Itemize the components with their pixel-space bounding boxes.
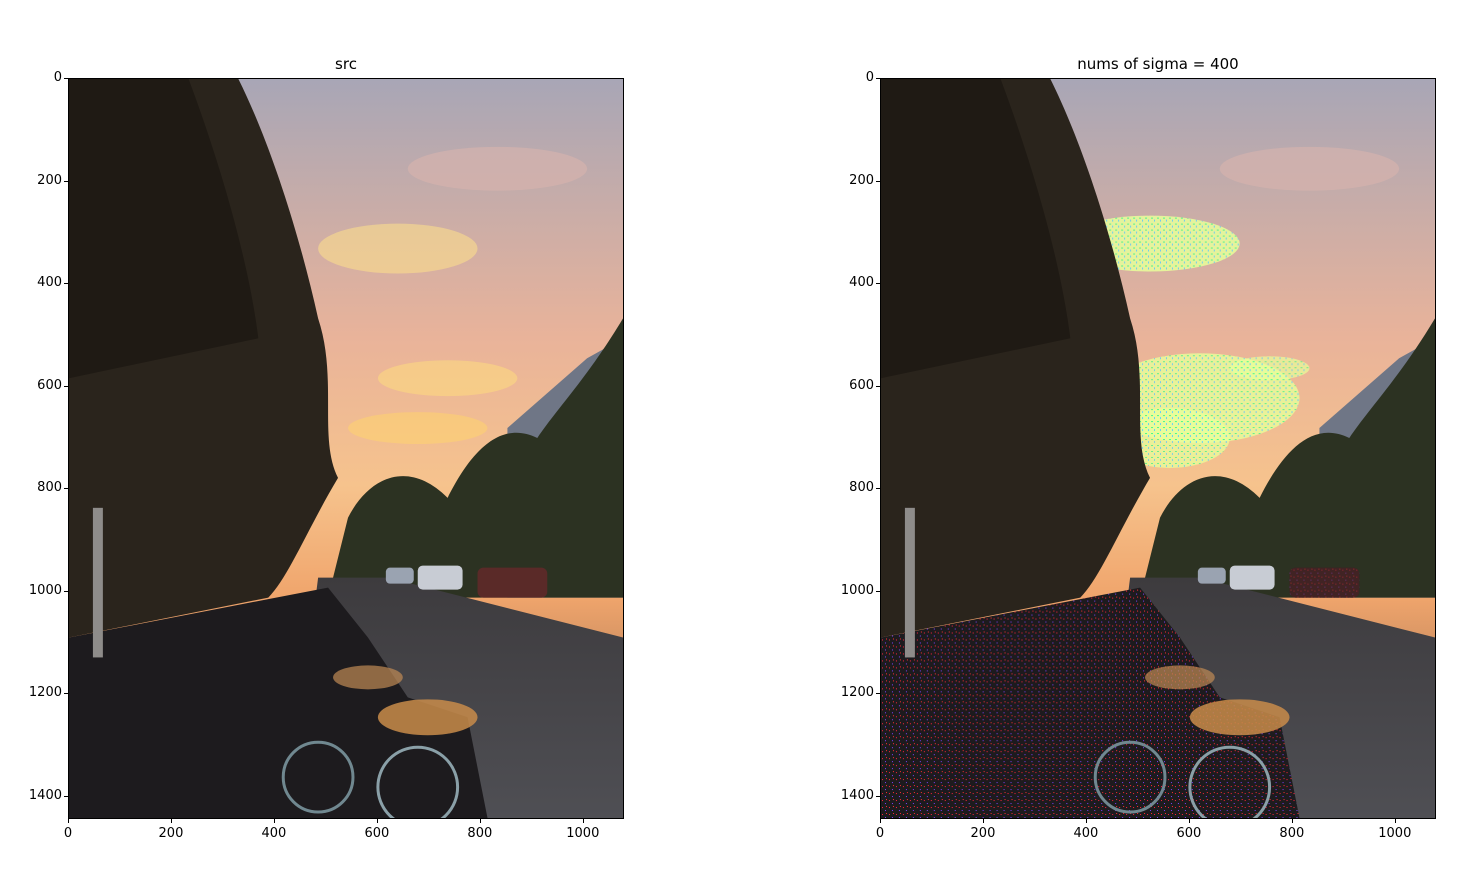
x-tick-label: 400 <box>261 826 287 841</box>
y-tick-mark <box>876 488 880 490</box>
x-tick-mark <box>479 819 481 823</box>
y-tick-label: 800 <box>37 480 62 496</box>
y-tick-label: 400 <box>849 275 874 291</box>
plot-title: nums of sigma = 400 <box>1077 55 1239 73</box>
y-tick-label: 0 <box>865 70 874 85</box>
x-tick-mark <box>68 819 69 823</box>
y-tick-mark <box>64 590 68 592</box>
y-tick-mark <box>64 693 68 695</box>
y-tick-label: 600 <box>849 377 874 393</box>
y-tick-mark <box>876 795 880 797</box>
x-tick-mark <box>582 819 584 823</box>
x-tick-label: 400 <box>1073 826 1099 841</box>
y-tick-label: 0 <box>53 70 62 85</box>
x-tick-mark <box>273 819 275 823</box>
x-tick-label: 200 <box>158 826 184 841</box>
x-tick-label: 0 <box>63 826 73 841</box>
plot-title: src <box>335 55 357 73</box>
y-tick-mark <box>64 385 68 387</box>
y-tick-mark <box>64 78 68 79</box>
x-tick-mark <box>880 819 881 823</box>
y-tick-label: 600 <box>37 377 62 393</box>
y-tick-mark <box>64 488 68 490</box>
y-tick-mark <box>876 283 880 285</box>
x-tick-mark <box>1291 819 1293 823</box>
y-tick-label: 1400 <box>840 787 874 803</box>
y-tick-mark <box>876 385 880 387</box>
x-tick-mark <box>982 819 984 823</box>
y-tick-label: 1200 <box>840 685 874 701</box>
y-tick-mark <box>876 180 880 182</box>
y-tick-mark <box>64 180 68 182</box>
street-sunset-photo-noised <box>881 79 1435 818</box>
y-tick-label: 400 <box>37 275 62 291</box>
y-tick-mark <box>64 283 68 285</box>
x-tick-mark <box>1188 819 1190 823</box>
x-tick-mark <box>376 819 378 823</box>
y-tick-label: 1400 <box>28 787 62 803</box>
y-tick-label: 200 <box>849 172 874 188</box>
y-tick-mark <box>876 78 880 79</box>
x-tick-label: 1000 <box>1378 826 1412 841</box>
y-tick-label: 1200 <box>28 685 62 701</box>
x-tick-mark <box>1394 819 1396 823</box>
x-tick-label: 0 <box>875 826 885 841</box>
image-axes <box>68 78 624 819</box>
x-tick-label: 1000 <box>566 826 600 841</box>
y-tick-label: 800 <box>849 480 874 496</box>
street-sunset-photo <box>69 79 623 818</box>
y-tick-label: 1000 <box>840 582 874 598</box>
x-tick-label: 200 <box>970 826 996 841</box>
x-tick-label: 600 <box>364 826 390 841</box>
y-tick-label: 200 <box>37 172 62 188</box>
y-tick-label: 1000 <box>28 582 62 598</box>
y-tick-mark <box>64 795 68 797</box>
y-tick-mark <box>876 693 880 695</box>
image-axes <box>880 78 1436 819</box>
x-tick-label: 600 <box>1176 826 1202 841</box>
y-tick-mark <box>876 590 880 592</box>
x-tick-label: 800 <box>467 826 493 841</box>
x-tick-mark <box>1085 819 1087 823</box>
x-tick-mark <box>170 819 172 823</box>
panel-src: src <box>10 0 624 871</box>
x-tick-label: 800 <box>1279 826 1305 841</box>
panel-sigma: nums of sigma = 400 <box>822 0 1436 871</box>
